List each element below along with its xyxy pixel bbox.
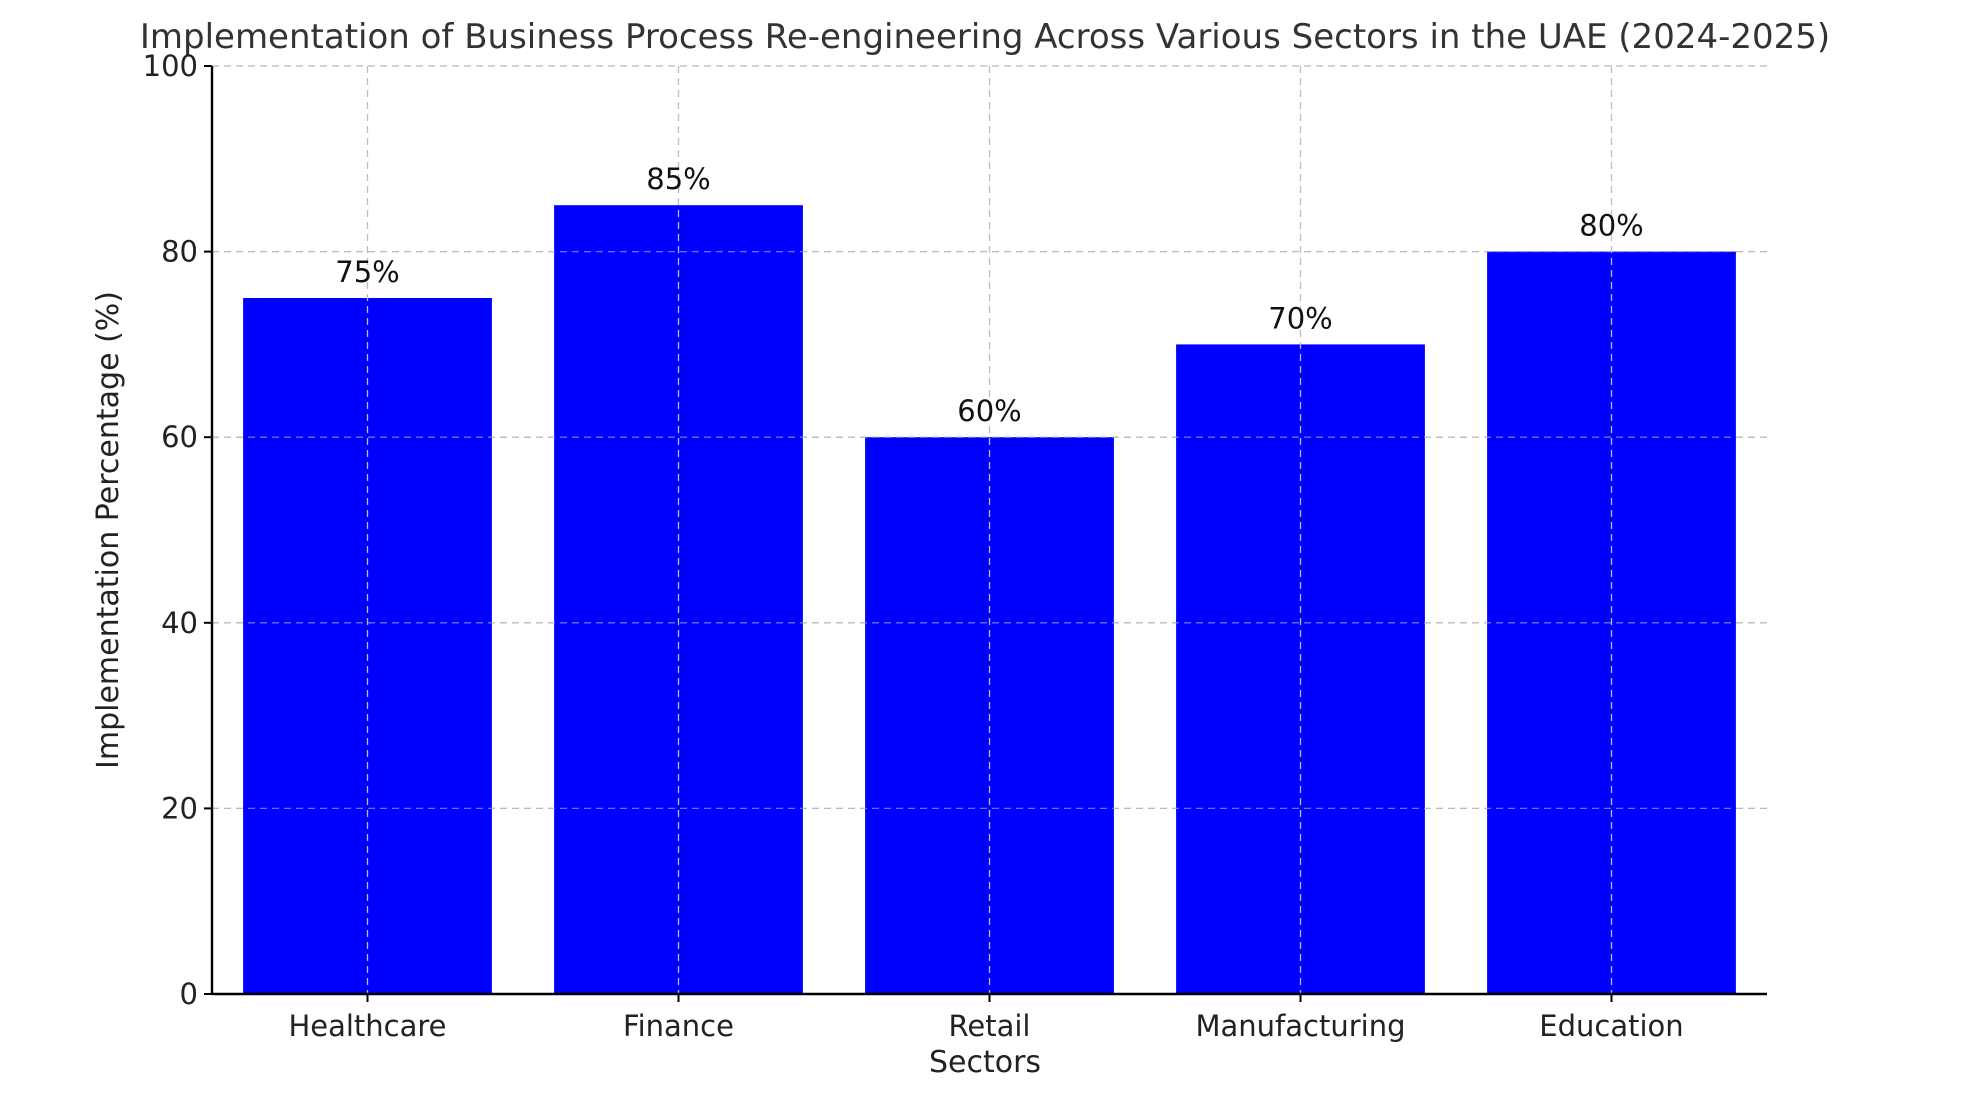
chart-title: Implementation of Business Process Re-en… [140, 17, 1830, 57]
y-tick-label: 100 [143, 49, 198, 83]
x-tick-label: Healthcare [288, 1009, 446, 1043]
data-labels: 75% 85% 60% 70% 80% [335, 162, 1643, 428]
y-tick-label: 20 [161, 791, 198, 825]
x-axis-label: Sectors [929, 1045, 1041, 1080]
y-tick-label: 60 [161, 420, 198, 454]
bar-value-label: 80% [1579, 209, 1643, 243]
y-tick-label: 80 [161, 235, 198, 269]
bar-value-label: 70% [1268, 301, 1332, 335]
y-tick-label: 40 [161, 606, 198, 640]
bar-value-label: 60% [957, 394, 1021, 428]
x-tick-label: Manufacturing [1196, 1009, 1406, 1043]
grid-lines-front [212, 65, 1767, 995]
tick-labels: 0 20 40 60 80 100 Healthcare Finance Retail Manuf… [143, 49, 1684, 1043]
x-tick-label: Finance [623, 1009, 734, 1043]
bar-value-label: 85% [646, 162, 710, 196]
axes [204, 65, 1767, 1002]
x-tick-label: Retail [949, 1009, 1031, 1043]
y-tick-label: 0 [180, 977, 198, 1011]
x-tick-label: Education [1539, 1009, 1683, 1043]
bar-value-label: 75% [335, 255, 399, 289]
y-axis-label: Implementation Percentage (%) [91, 291, 126, 769]
